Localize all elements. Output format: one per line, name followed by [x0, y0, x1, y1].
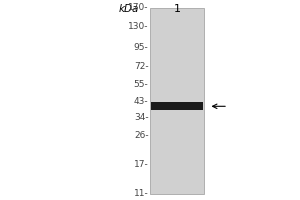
Text: kDa: kDa — [119, 4, 140, 14]
Text: 130-: 130- — [128, 22, 148, 31]
Text: 55-: 55- — [134, 80, 148, 89]
Text: 170-: 170- — [128, 3, 148, 12]
Text: 72-: 72- — [134, 62, 148, 71]
Text: 34-: 34- — [134, 113, 148, 122]
Text: 17-: 17- — [134, 160, 148, 169]
Text: 95-: 95- — [134, 43, 148, 52]
Bar — [150, 8, 204, 194]
Text: 1: 1 — [173, 4, 181, 14]
Text: 43-: 43- — [134, 97, 148, 106]
Bar — [152, 102, 203, 110]
Text: 26-: 26- — [134, 131, 148, 140]
Text: 11-: 11- — [134, 190, 148, 198]
